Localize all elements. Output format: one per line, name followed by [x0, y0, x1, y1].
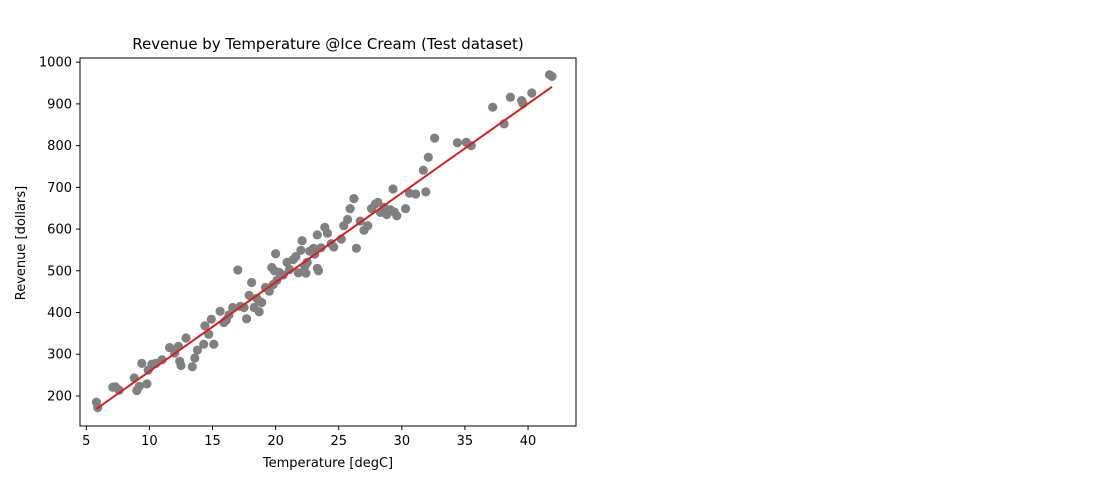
y-tick-label: 600: [47, 223, 72, 238]
x-tick-label: 5: [82, 434, 90, 449]
scatter-point: [176, 360, 186, 371]
scatter-point: [418, 165, 428, 175]
x-axis-ticks: 5 10 15 20 25 30 35 40: [82, 426, 536, 449]
y-tick-label: 700: [47, 181, 72, 196]
scatter-point: [257, 297, 267, 308]
scatter-point: [297, 236, 307, 246]
scatter-point: [190, 353, 200, 363]
x-tick-label: 20: [267, 434, 284, 449]
x-axis-label: Temperature [degC]: [262, 456, 393, 471]
x-tick-label: 10: [141, 434, 158, 449]
scatter-point: [392, 211, 402, 221]
scatter-point: [401, 204, 411, 214]
scatter-point: [209, 339, 219, 349]
plot-area-frame: [79, 57, 577, 427]
scatter-point: [312, 230, 322, 240]
scatter-point: [296, 245, 306, 255]
scatter-point: [247, 277, 257, 288]
y-tick-label: 300: [47, 348, 72, 363]
scatter-point: [313, 266, 324, 276]
scatter-point: [421, 187, 431, 197]
x-tick-label: 25: [330, 434, 347, 449]
y-tick-label: 900: [47, 97, 72, 112]
x-tick-label: 15: [204, 434, 221, 449]
scatter-point: [137, 358, 147, 368]
scatter-point: [134, 381, 144, 391]
scatter-point: [181, 333, 191, 343]
scatter-point: [271, 249, 281, 259]
fit-line-layer: [95, 85, 553, 410]
scatter-point: [233, 265, 243, 275]
y-tick-label: 200: [47, 389, 72, 404]
y-tick-label: 800: [47, 139, 72, 154]
x-tick-label: 40: [520, 434, 537, 449]
scatter-point: [242, 314, 252, 324]
y-axis-label: Revenue [dollars]: [14, 186, 29, 300]
y-tick-label: 1000: [39, 56, 72, 71]
x-tick-label: 30: [394, 434, 411, 449]
scatter-point: [301, 268, 311, 278]
y-tick-label: 500: [47, 264, 72, 279]
scatter-points: [91, 70, 557, 413]
scatter-point: [293, 268, 303, 278]
scatter-point: [215, 306, 225, 316]
scatter-point: [349, 194, 359, 204]
scatter-point: [411, 189, 421, 199]
chart-title: Revenue by Temperature @Ice Cream (Test …: [132, 35, 524, 53]
scatter-point: [373, 197, 383, 207]
scatter-point: [488, 102, 498, 112]
scatter-point: [316, 243, 326, 253]
scatter-point: [430, 133, 440, 143]
scatter-point: [254, 307, 264, 317]
scatter-point: [345, 204, 355, 214]
scatter-point: [291, 252, 301, 262]
scatter-point: [302, 257, 312, 267]
scatter-point: [452, 138, 462, 148]
scatter-point: [351, 243, 361, 253]
scatter-point: [388, 184, 398, 194]
scatter-point: [192, 345, 202, 355]
scatter-point: [343, 214, 353, 225]
scatter-point: [329, 242, 339, 252]
scatter-point: [187, 362, 197, 372]
scatter-point: [322, 228, 332, 238]
scatter-point: [200, 321, 210, 331]
y-tick-label: 400: [47, 306, 72, 321]
scatter-point: [505, 92, 515, 102]
y-axis-ticks: 200 300 400 500 600 700 800 900 1000: [39, 56, 80, 404]
scatter-point: [244, 290, 254, 300]
scatter-point: [199, 339, 209, 349]
scatter-point: [142, 379, 152, 389]
x-tick-label: 35: [457, 434, 474, 449]
scatter-point: [363, 221, 373, 231]
scatter-point: [206, 314, 216, 324]
scatter-point: [547, 71, 557, 81]
scatter-point: [527, 88, 537, 98]
fit-line: [95, 85, 553, 410]
scatter-point: [423, 152, 433, 162]
